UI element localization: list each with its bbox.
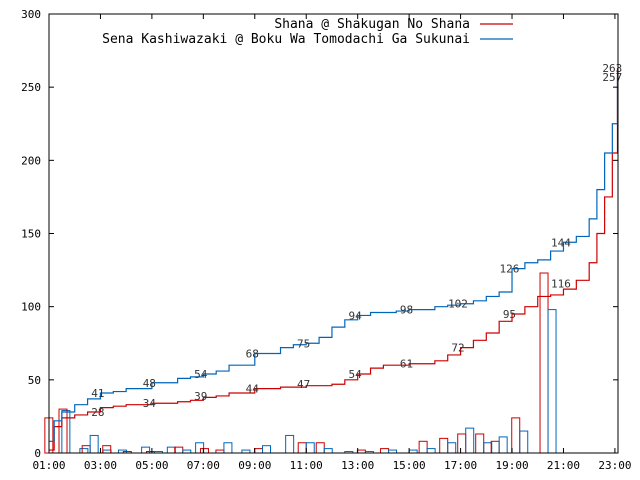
bar-blue: [519, 430, 529, 454]
bar-red: [457, 433, 467, 454]
bar-red: [81, 445, 91, 454]
data-label: 102: [448, 298, 468, 311]
plot-frame: [48, 13, 619, 454]
bar-blue: [166, 446, 176, 454]
x-tick-label: 11:00: [290, 459, 323, 472]
y-tick-label: 250: [21, 81, 41, 94]
x-tick-label: 21:00: [547, 459, 580, 472]
data-label: 48: [143, 377, 156, 390]
x-tick-label: 03:00: [84, 459, 117, 472]
y-tick-label: 300: [21, 8, 41, 21]
bar-red: [199, 448, 209, 454]
axes: [48, 13, 619, 454]
data-label: 144: [551, 236, 571, 249]
bar-blue: [323, 448, 333, 454]
bar-red: [439, 437, 449, 454]
data-label: 94: [348, 309, 362, 322]
data-labels: 28 34 39 44 47 54 61 72 95 116 263 41 48 54 68 75 94 98 10…: [91, 62, 622, 419]
series-line-shana: [49, 68, 619, 451]
tick-labels: 0 50 100 150 200 250 300 01:00 03:00 05:00 07:00 09…: [21, 8, 631, 472]
bar-blue: [79, 448, 89, 454]
bar-blue: [61, 410, 71, 454]
bar-red: [475, 433, 485, 454]
y-tick-label: 0: [34, 447, 41, 460]
series-line-sena: [49, 76, 619, 442]
data-label: 98: [400, 304, 413, 317]
bar-blue: [465, 427, 475, 454]
data-label: 39: [194, 390, 207, 403]
bar-red: [174, 446, 184, 454]
data-label: 126: [500, 263, 520, 276]
cumulative-lines: [49, 68, 619, 451]
data-label: 95: [503, 308, 516, 321]
bar-blue: [223, 442, 233, 454]
x-tick-label: 13:00: [341, 459, 374, 472]
bar-red: [297, 442, 307, 454]
x-tick-label: 17:00: [444, 459, 477, 472]
bar-blue: [141, 446, 151, 454]
bar-blue: [426, 448, 436, 454]
data-label: 75: [297, 337, 310, 350]
bar-blue: [262, 445, 272, 454]
bar-blue: [305, 442, 315, 454]
y-tick-label: 150: [21, 228, 41, 241]
bar-blue: [89, 434, 99, 454]
y-tick-label: 50: [28, 374, 41, 387]
data-label: 263: [602, 62, 622, 75]
bar-blue: [447, 442, 457, 454]
legend-label: Sena Kashiwazaki @ Boku Wa Tomodachi Ga …: [102, 32, 470, 47]
bar-red: [380, 448, 390, 454]
data-label: 61: [400, 358, 413, 371]
bar-blue: [195, 442, 205, 454]
data-label: 54: [194, 368, 208, 381]
data-label: 257: [602, 71, 622, 84]
data-label: 47: [297, 378, 310, 391]
hourly-bars: [44, 272, 557, 454]
data-label: 28: [91, 406, 104, 419]
bar-red: [511, 417, 521, 454]
bar-blue: [547, 309, 557, 454]
bar-red: [102, 445, 112, 454]
x-tick-label: 09:00: [238, 459, 271, 472]
x-tick-label: 19:00: [495, 459, 528, 472]
data-label: 68: [246, 347, 259, 360]
bar-blue: [498, 436, 508, 454]
data-label: 34: [143, 397, 157, 410]
bar-blue: [483, 442, 493, 454]
x-tick-label: 05:00: [135, 459, 168, 472]
x-tick-label: 01:00: [32, 459, 65, 472]
bar-red: [58, 408, 68, 454]
data-label: 54: [348, 368, 362, 381]
x-tick-label: 23:00: [598, 459, 631, 472]
data-label: 72: [451, 342, 464, 355]
y-tick-label: 100: [21, 301, 41, 314]
bar-red: [315, 442, 325, 454]
x-tick-label: 15:00: [393, 459, 426, 472]
bar-red: [539, 272, 549, 454]
data-label: 41: [91, 387, 104, 400]
x-tick-label: 07:00: [187, 459, 220, 472]
data-label: 44: [246, 383, 260, 396]
legend-label: Shana @ Shakugan No Shana: [274, 17, 470, 32]
y-tick-label: 200: [21, 154, 41, 167]
bar-blue: [285, 434, 295, 454]
data-label: 116: [551, 277, 571, 290]
bar-red: [418, 440, 428, 454]
bar-red: [490, 440, 500, 454]
bar-red: [254, 448, 264, 454]
